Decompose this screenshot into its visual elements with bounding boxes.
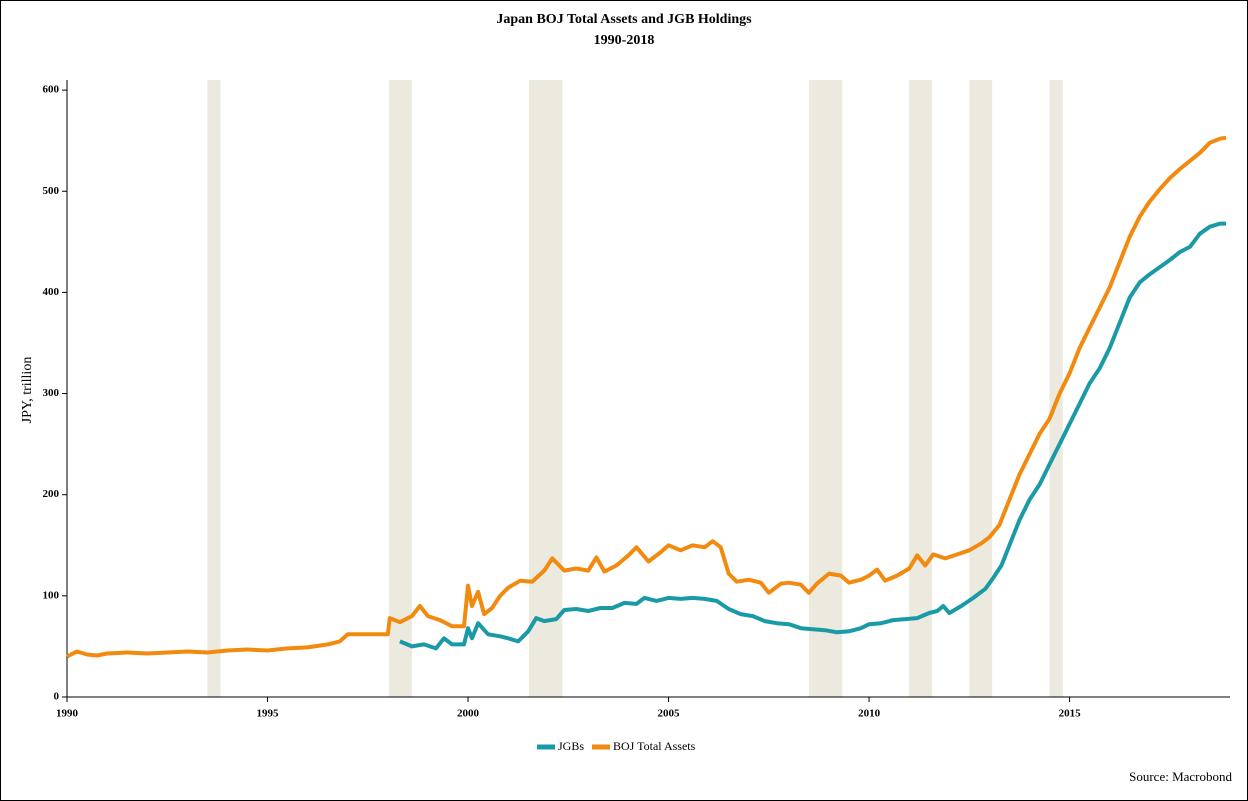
x-tick-label: 2005 (658, 708, 681, 720)
shaded-period (909, 80, 933, 697)
legend-label: BOJ Total Assets (613, 739, 696, 753)
line-series (399, 221, 1226, 651)
y-tick-label: 400 (43, 286, 60, 298)
y-tick-label: 200 (43, 488, 60, 500)
source-note: Source: Macrobond (1129, 769, 1232, 784)
line-series (66, 135, 1227, 659)
shaded-period (528, 80, 563, 697)
x-tick-label: 2015 (1059, 708, 1082, 720)
y-tick-label: 600 (43, 84, 60, 96)
x-tick-label: 2000 (457, 708, 480, 720)
shaded-period (207, 80, 221, 697)
y-tick-label: 500 (43, 185, 60, 197)
shaded-period (969, 80, 993, 697)
y-tick-label: 100 (43, 589, 60, 601)
shaded-period (1049, 80, 1063, 697)
shaded-period (389, 80, 412, 697)
x-tick-label: 1990 (56, 708, 79, 720)
y-axis-label: JPY, trillion (20, 357, 35, 424)
x-tick-label: 2010 (858, 708, 881, 720)
shaded-period (808, 80, 843, 697)
y-tick-label: 300 (43, 387, 60, 399)
chart-title: Japan BOJ Total Assets and JGB Holdings (496, 12, 752, 27)
chart-subtitle: 1990-2018 (594, 33, 655, 48)
x-tick-label: 1995 (257, 708, 280, 720)
legend-label: JGBs (558, 739, 584, 753)
y-tick-label: 0 (54, 691, 60, 703)
